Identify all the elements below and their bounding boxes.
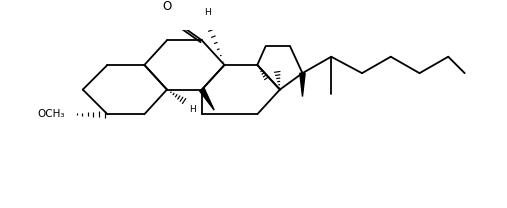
Text: H: H [190, 105, 196, 114]
Polygon shape [300, 73, 305, 97]
Text: OCH₃: OCH₃ [38, 109, 65, 119]
Polygon shape [200, 88, 214, 110]
Text: O: O [162, 0, 171, 13]
Text: H: H [204, 8, 210, 17]
